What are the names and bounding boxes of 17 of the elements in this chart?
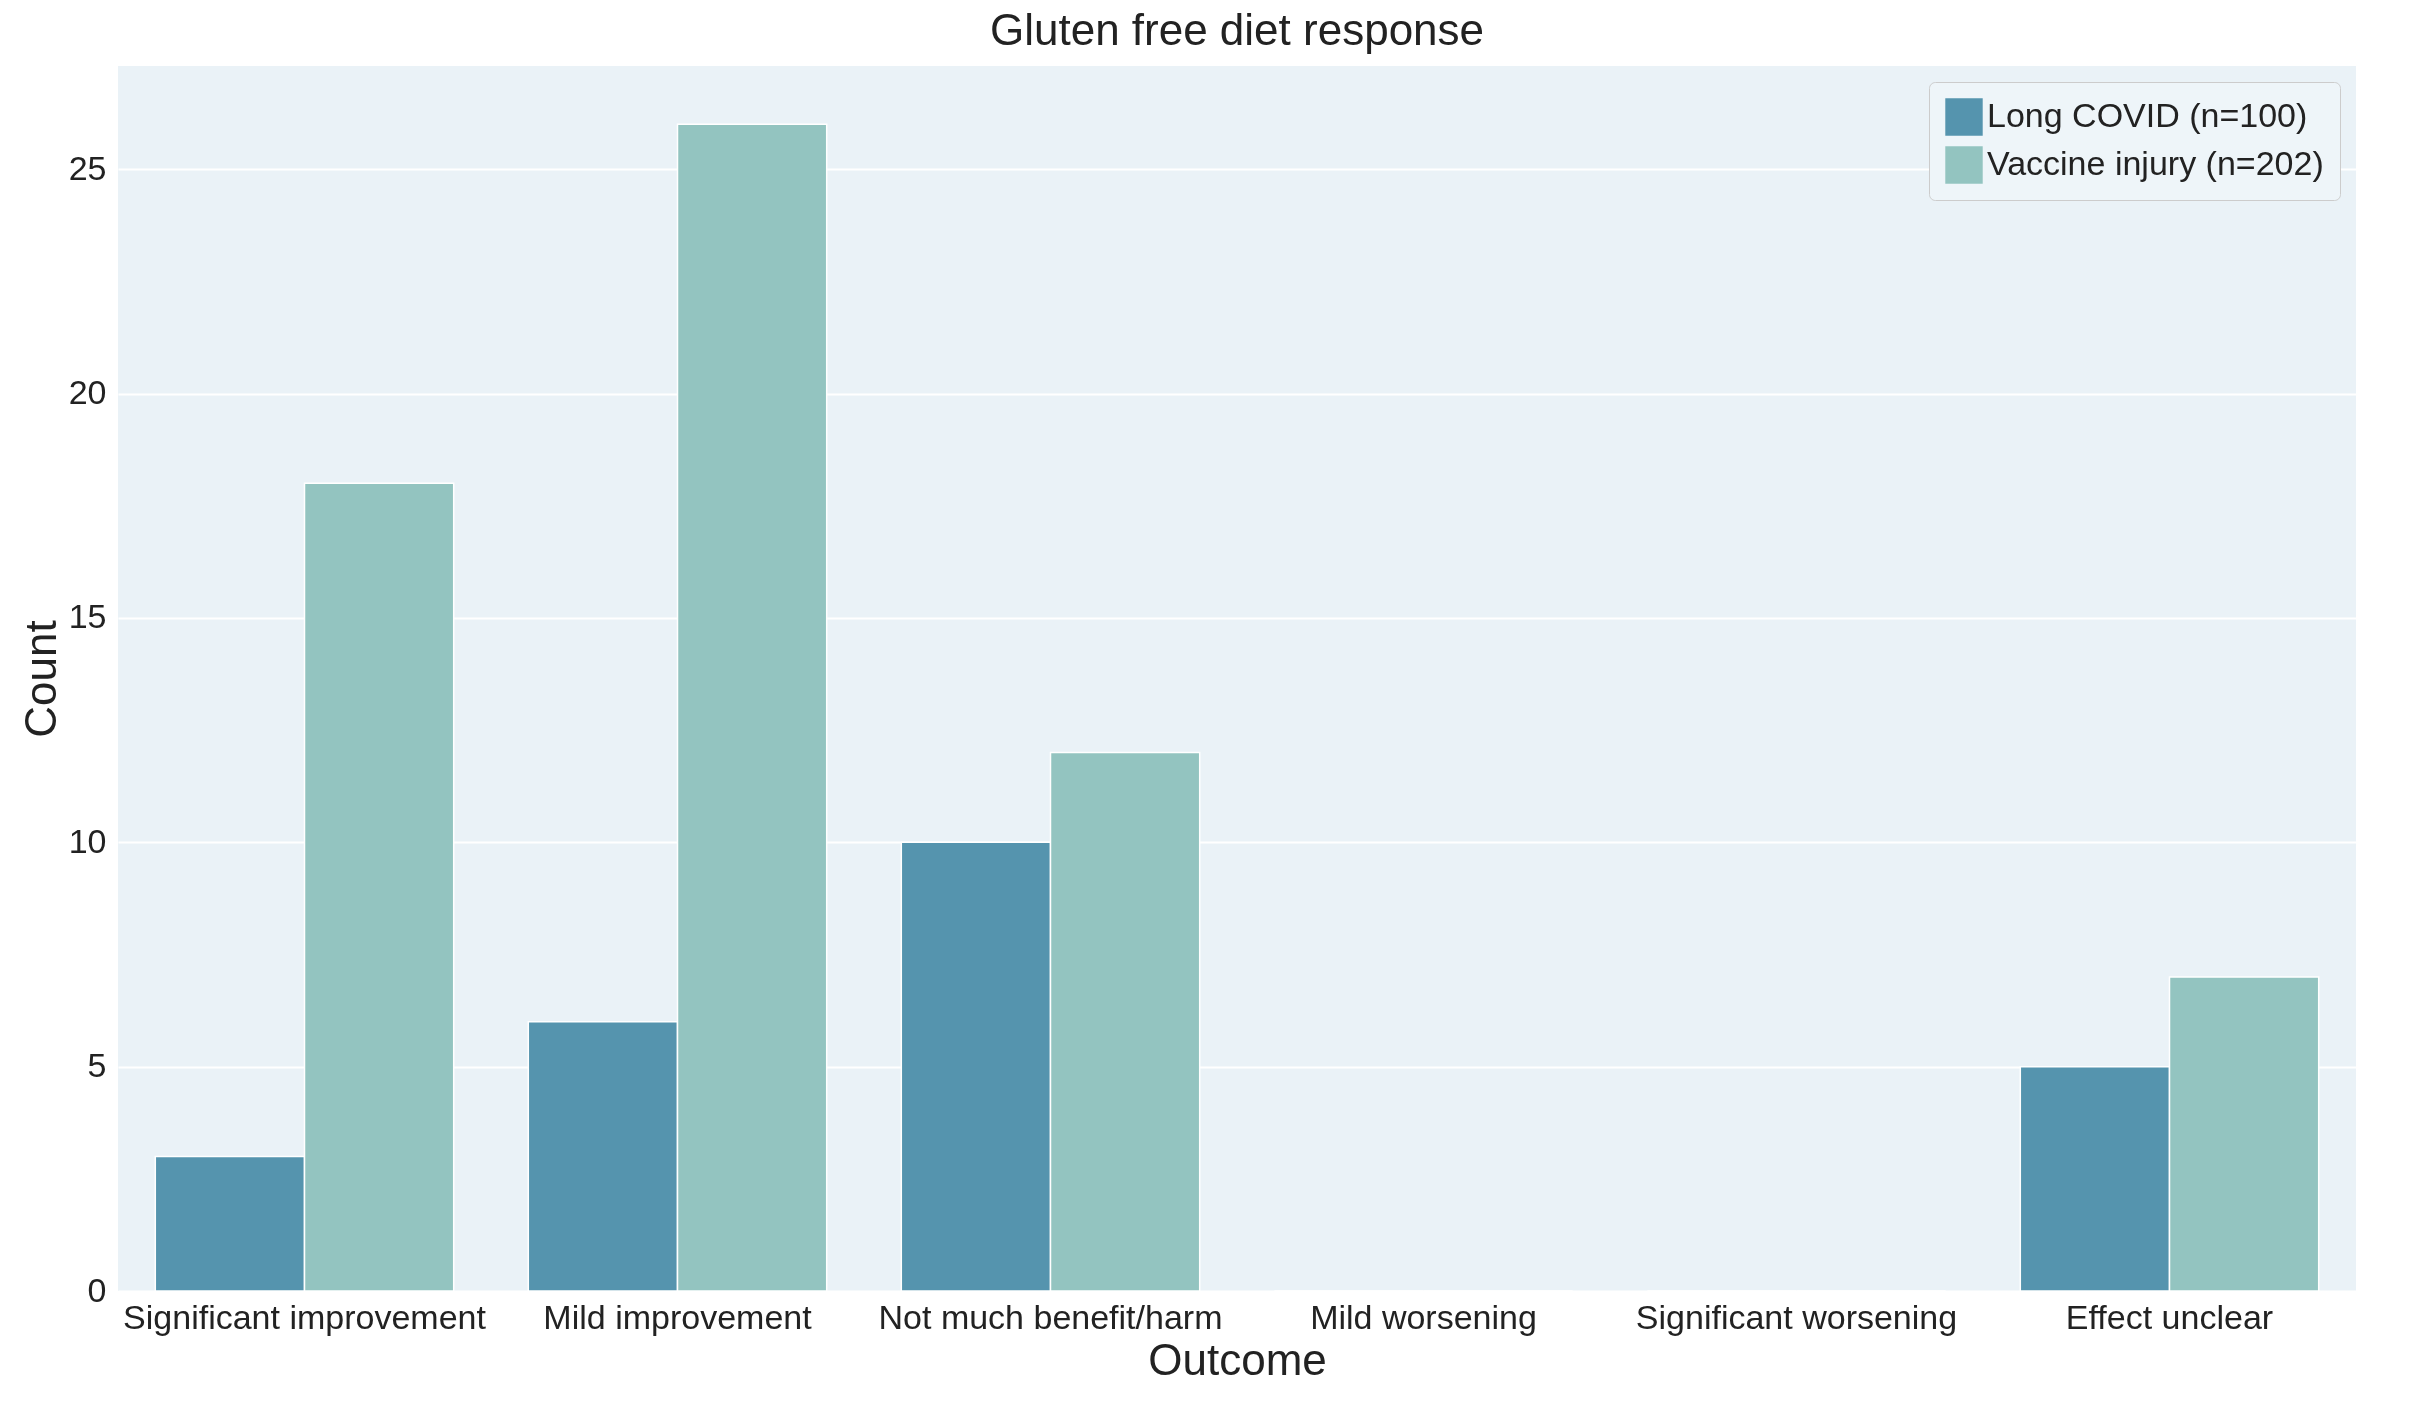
x-tick-label: Effect unclear	[2065, 1297, 2274, 1336]
legend-label: Vaccine injury (n=202)	[1987, 144, 2324, 182]
y-tick-label: 25	[68, 148, 107, 187]
y-tick-label: 15	[68, 597, 107, 636]
y-axis-title: Count	[15, 620, 65, 738]
x-tick-label: Mild worsening	[1310, 1297, 1537, 1336]
x-tick-label: Significant worsening	[1635, 1297, 1958, 1336]
x-tick-label: Not much benefit/harm	[878, 1297, 1223, 1336]
y-tick-label: 5	[87, 1046, 107, 1085]
chart-title: Gluten free diet response	[989, 5, 1485, 54]
x-axis-title: Outcome	[1148, 1334, 1327, 1384]
y-tick-label: 10	[68, 821, 107, 860]
y-tick-label: 20	[68, 373, 107, 412]
x-tick-label: Significant improvement	[123, 1297, 487, 1336]
x-tick-label: Mild improvement	[543, 1297, 813, 1336]
y-tick-label: 0	[87, 1270, 107, 1309]
legend-label: Long COVID (n=100)	[1987, 96, 2308, 134]
